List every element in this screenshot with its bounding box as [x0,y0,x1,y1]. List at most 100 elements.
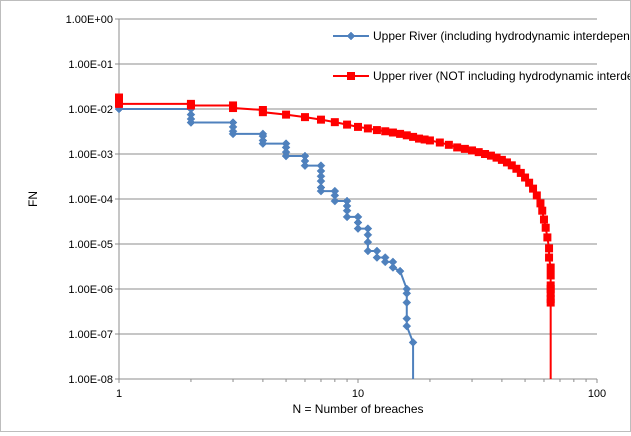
diamond-marker [281,151,291,161]
square-marker [300,113,309,122]
legend: Upper River (including hydrodynamic inte… [333,29,631,83]
y-tick-label: 1.00E-05 [68,239,113,251]
diamond-marker [228,129,238,139]
axes [115,18,598,383]
square-marker [282,110,291,119]
square-marker [507,161,516,170]
diamond-marker [258,139,268,148]
legend-label: Upper River (including hydrodynamic inte… [373,29,630,43]
legend-label: Upper river (NOT including hydrodynamic … [373,69,630,83]
diamond-marker [402,289,412,298]
square-marker [388,128,397,137]
square-marker [492,153,501,162]
square-marker [425,136,434,145]
y-tick-label: 1.00E-03 [68,149,113,161]
square-marker [545,244,554,253]
series-upper-river-not-including [115,93,555,379]
diamond-marker [402,298,412,307]
square-marker [402,131,411,140]
square-marker [521,173,530,182]
legend-marker [347,72,355,80]
square-marker [497,155,506,164]
square-marker [481,150,490,158]
square-marker [381,127,390,136]
y-tick-label: 1.00E-01 [68,59,113,71]
square-marker [396,129,405,138]
square-marker [546,271,555,280]
diamond-marker [363,230,373,240]
square-marker [525,178,534,187]
diamond-marker [316,186,326,196]
square-marker [546,285,555,293]
square-marker [330,118,339,127]
diamond-marker [363,246,373,256]
x-tick-label: 10 [352,388,364,400]
square-marker [435,138,444,147]
square-marker [529,184,538,193]
y-tick-label: 1.00E-02 [68,104,113,116]
legend-item: Upper river (NOT including hydrodynamic … [333,69,631,83]
diamond-marker [408,338,418,347]
square-marker [343,120,352,129]
series-line [118,97,552,379]
square-marker [460,144,469,153]
data-series [114,93,555,379]
square-marker [512,164,521,173]
square-marker [486,151,495,160]
square-marker [539,215,548,224]
square-marker [316,115,325,124]
y-tick-label: 1.00E-04 [68,194,113,206]
square-marker [372,126,381,135]
square-marker [545,253,554,262]
gridlines [119,18,597,380]
square-marker [546,298,555,307]
x-tick-labels: 1 10 100 [116,388,606,400]
diamond-marker [395,266,405,276]
diamond-marker [380,257,390,267]
square-marker [453,143,462,152]
legend-item: Upper River (including hydrodynamic inte… [333,29,631,43]
diamond-marker [363,237,373,247]
square-marker [186,101,195,110]
square-marker [468,146,477,155]
square-marker [363,124,372,133]
y-tick-label: 1.00E-08 [68,374,113,386]
y-tick-label: 1.00E-06 [68,284,113,296]
square-marker [532,191,541,200]
series-upper-river-including [114,104,418,379]
square-marker [420,135,429,144]
x-tick-label: 100 [588,388,606,400]
diamond-marker [388,263,398,272]
diamond-marker [372,253,382,262]
square-marker [536,199,545,208]
square-marker [115,99,123,108]
square-marker [354,122,362,131]
square-marker [409,132,418,141]
square-marker [258,108,267,117]
diamond-marker [353,224,363,233]
x-tick-label: 1 [116,388,122,400]
square-marker [415,134,424,143]
square-marker [538,206,547,215]
square-marker [444,140,453,149]
diamond-marker [186,118,196,127]
square-marker [541,223,550,232]
square-marker [474,148,483,157]
square-marker [546,263,555,272]
square-marker [546,289,555,298]
y-tick-labels: 1.00E-08 1.00E-07 1.00E-06 1.00E-05 1.00E-04… [66,14,113,386]
square-marker [543,233,552,242]
y-tick-label: 1.00E+00 [66,14,113,26]
y-axis-label: FN [26,191,40,207]
diamond-marker [330,196,340,206]
legend-marker [346,31,356,41]
y-tick-label: 1.00E-07 [68,329,113,341]
diamond-marker [402,314,412,323]
diamond-marker [342,212,352,222]
square-marker [229,104,238,113]
square-marker [516,168,525,177]
x-axis-label: N = Number of breaches [292,402,423,416]
diamond-marker [402,321,412,331]
diamond-marker [300,161,310,171]
